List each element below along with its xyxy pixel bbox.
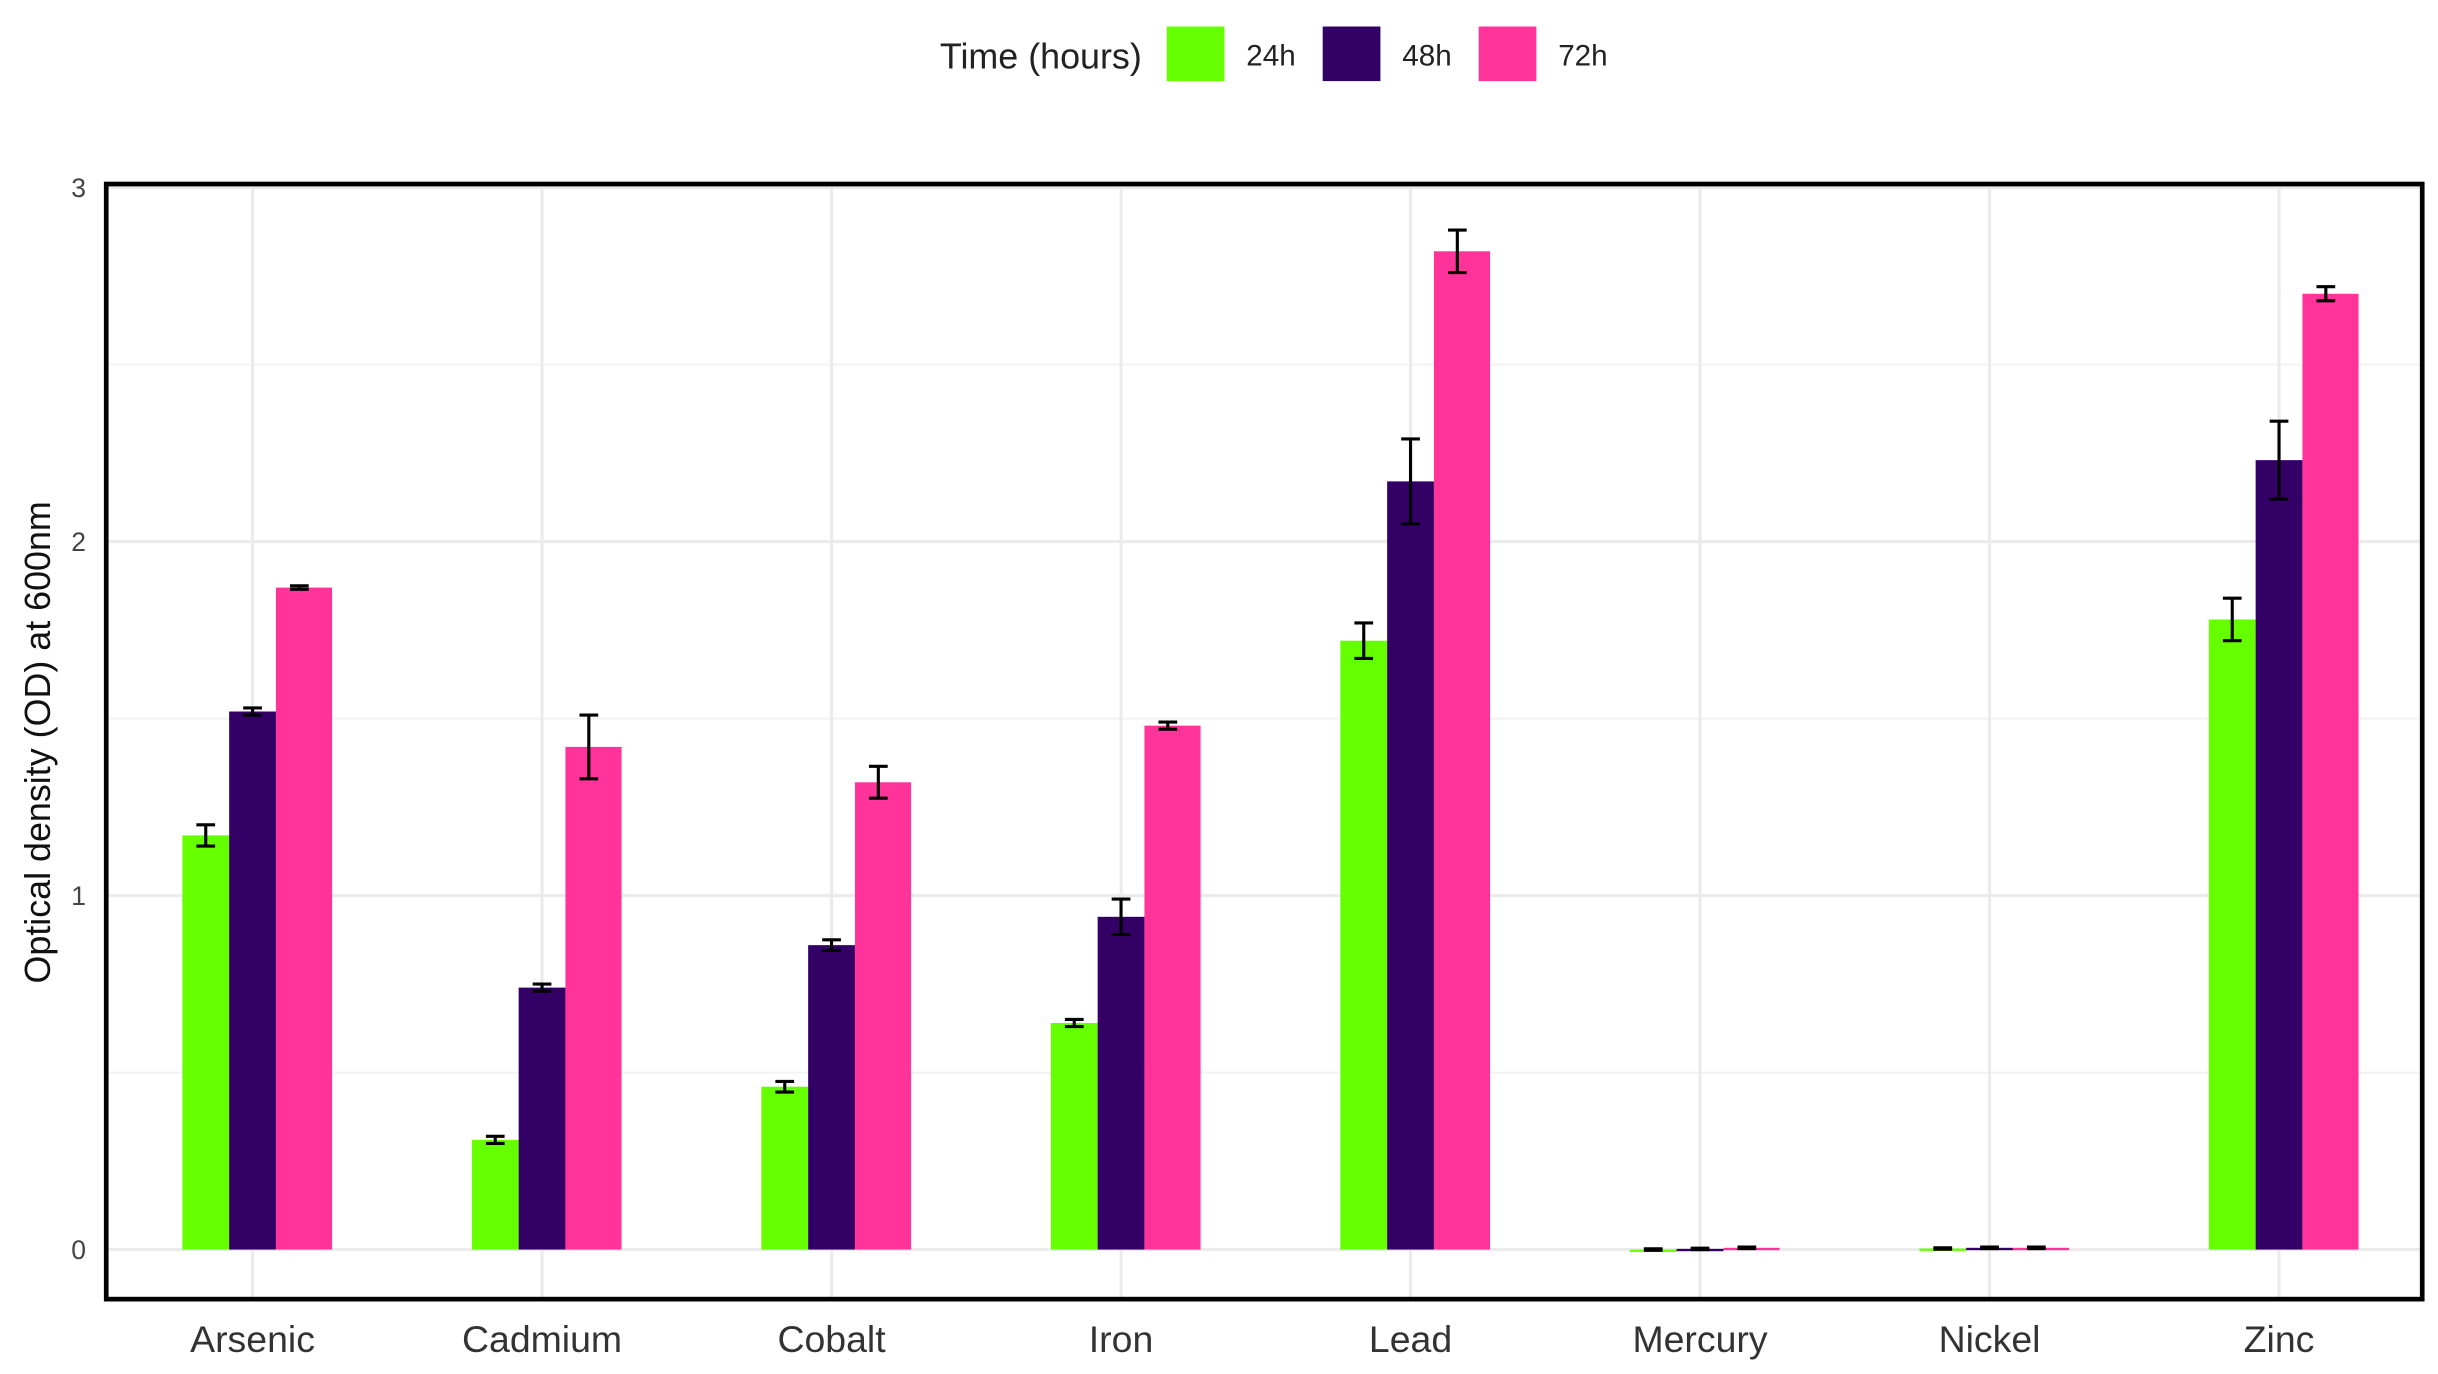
bar-48h-iron xyxy=(1097,916,1145,1250)
bar-72h-iron xyxy=(1144,725,1201,1250)
bar-24h-cadmium xyxy=(471,1139,519,1250)
error-bar-24h-iron xyxy=(1064,1017,1084,1029)
legend: Time (hours) 24h 48h 72h xyxy=(940,26,1608,82)
error-bar-48h-arsenic xyxy=(243,706,262,717)
bar-48h-cadmium xyxy=(518,987,566,1250)
error-bar-24h-cobalt xyxy=(775,1079,795,1094)
x-tick-label: Iron xyxy=(1089,1318,1153,1360)
x-tick-label: Cobalt xyxy=(777,1318,886,1360)
legend-label-48h: 48h xyxy=(1402,40,1451,73)
error-bar-48h-cobalt xyxy=(822,938,841,953)
bar-24h-iron xyxy=(1050,1023,1098,1250)
bar-48h-arsenic xyxy=(229,711,276,1250)
bar-72h-arsenic xyxy=(275,587,333,1250)
x-tick-label: Zinc xyxy=(2244,1318,2315,1360)
panel-border xyxy=(103,181,2425,1302)
x-tick-label: Mercury xyxy=(1632,1318,1767,1360)
y-tick-label: 2 xyxy=(71,527,86,557)
x-tick-label: Nickel xyxy=(1939,1318,2041,1360)
error-bar-24h-cadmium xyxy=(485,1134,505,1145)
x-axis-ticks: Arsenic Cadmium Cobalt Iron Lead Mercury Nicke… xyxy=(190,1318,2314,1360)
error-bar-72h-nickel xyxy=(2026,1245,2046,1251)
bar-72h-cobalt xyxy=(854,782,912,1250)
legend-label-24h: 24h xyxy=(1246,40,1295,73)
legend-swatch-24h xyxy=(1166,26,1225,82)
error-bar-72h-cobalt xyxy=(868,764,888,800)
bar-72h-zinc xyxy=(2302,293,2359,1250)
error-bar-48h-mercury xyxy=(1690,1246,1710,1252)
error-bar-72h-cadmium xyxy=(579,713,599,781)
legend-swatch-72h xyxy=(1478,26,1537,82)
legend-title: Time (hours) xyxy=(940,37,1142,77)
x-tick-label: Cadmium xyxy=(462,1318,622,1360)
error-bar-24h-mercury xyxy=(1643,1247,1663,1252)
bar-72h-cadmium xyxy=(565,746,622,1250)
error-bar-72h-zinc xyxy=(2316,285,2336,303)
bar-24h-arsenic xyxy=(182,835,230,1250)
bar-24h-cobalt xyxy=(761,1086,809,1250)
grid xyxy=(106,184,2423,1300)
error-bar-72h-mercury xyxy=(1737,1245,1757,1251)
y-tick-label: 3 xyxy=(71,173,86,203)
error-bar-48h-nickel xyxy=(1980,1245,1999,1251)
error-bar-72h-arsenic xyxy=(289,584,309,591)
legend-label-72h: 72h xyxy=(1558,40,1607,73)
bar-48h-zinc xyxy=(2255,460,2303,1250)
bar-24h-lead xyxy=(1340,640,1388,1250)
y-axis-label: Optical density (OD) at 600nm xyxy=(18,501,58,983)
error-bar-24h-zinc xyxy=(2222,596,2242,643)
error-bar-72h-lead xyxy=(1447,228,1467,275)
error-bar-72h-iron xyxy=(1158,720,1178,731)
bar-48h-lead xyxy=(1387,481,1434,1250)
bars xyxy=(182,251,2359,1252)
legend-swatch-48h xyxy=(1322,26,1381,82)
x-tick-label: Lead xyxy=(1369,1318,1452,1360)
error-bar-48h-cadmium xyxy=(532,982,552,993)
error-bar-48h-lead xyxy=(1401,437,1420,526)
y-tick-label: 1 xyxy=(71,881,86,911)
error-bar-24h-arsenic xyxy=(196,823,216,848)
error-bar-48h-iron xyxy=(1111,897,1131,937)
y-tick-label: 0 xyxy=(71,1235,86,1265)
bar-24h-zinc xyxy=(2208,619,2256,1250)
error-bar-24h-nickel xyxy=(1933,1246,1953,1251)
error-bar-48h-zinc xyxy=(2269,419,2289,501)
bar-72h-lead xyxy=(1433,251,1491,1250)
x-tick-label: Arsenic xyxy=(190,1318,315,1360)
error-bar-24h-lead xyxy=(1354,621,1374,660)
bar-48h-cobalt xyxy=(808,945,855,1250)
y-axis-ticks: 0 1 2 3 xyxy=(71,173,86,1265)
error-bars xyxy=(196,228,2336,1252)
